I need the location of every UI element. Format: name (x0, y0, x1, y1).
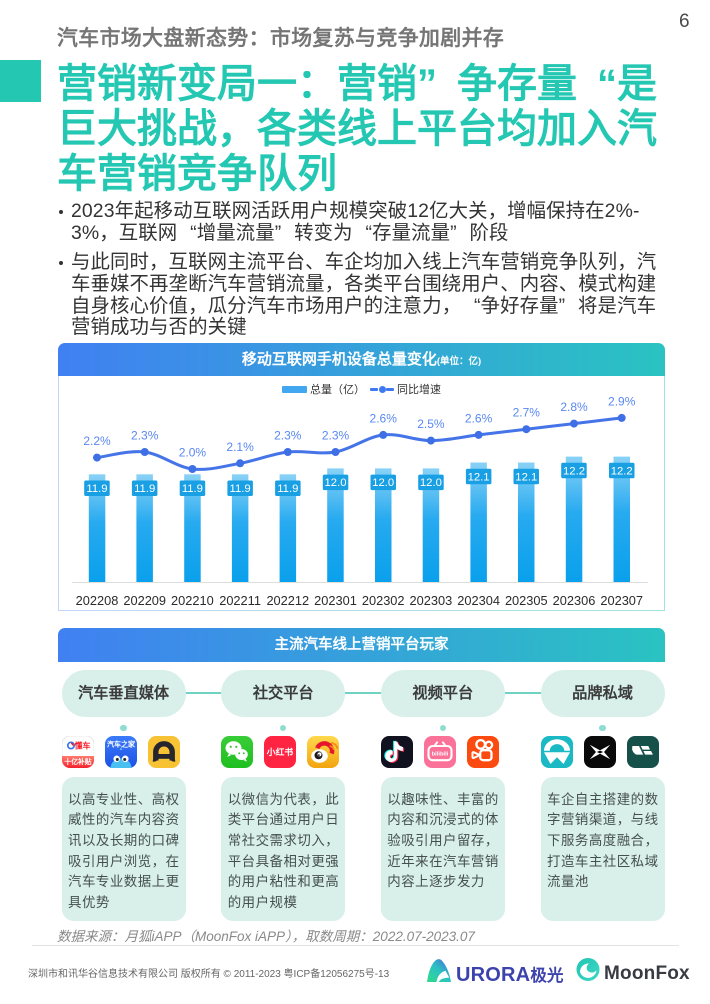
svg-text:202306: 202306 (553, 593, 596, 608)
svg-text:2.7%: 2.7% (513, 406, 541, 420)
svg-text:2.6%: 2.6% (370, 411, 398, 425)
svg-text:11.9: 11.9 (277, 483, 298, 495)
svg-text:202211: 202211 (219, 593, 261, 608)
svg-text:202302: 202302 (362, 593, 405, 608)
svg-text:202208: 202208 (76, 593, 119, 608)
svg-text:12.0: 12.0 (372, 477, 394, 489)
svg-text:12.2: 12.2 (563, 465, 585, 477)
svg-text:12.1: 12.1 (515, 471, 537, 483)
svg-text:202212: 202212 (266, 593, 309, 608)
svg-text:2.2%: 2.2% (83, 434, 111, 448)
svg-text:11.9: 11.9 (230, 483, 251, 495)
svg-text:2.1%: 2.1% (226, 440, 254, 454)
svg-text:202303: 202303 (410, 593, 453, 608)
svg-text:12.1: 12.1 (468, 471, 490, 483)
svg-text:2.3%: 2.3% (131, 429, 159, 443)
svg-text:2.9%: 2.9% (608, 394, 636, 408)
svg-text:202307: 202307 (600, 593, 643, 608)
svg-text:202210: 202210 (171, 593, 214, 608)
svg-text:12.2: 12.2 (611, 465, 633, 477)
svg-text:汽车之家: 汽车之家 (107, 740, 136, 749)
svg-text:11.9: 11.9 (182, 483, 203, 495)
svg-text:十亿补贴: 十亿补贴 (64, 757, 91, 766)
svg-text:小红书: 小红书 (267, 746, 294, 757)
svg-text:2.3%: 2.3% (274, 429, 302, 443)
svg-text:12.0: 12.0 (420, 477, 442, 489)
svg-text:11.9: 11.9 (86, 483, 107, 495)
svg-text:2.3%: 2.3% (322, 429, 350, 443)
svg-text:202301: 202301 (314, 593, 357, 608)
svg-text:2.6%: 2.6% (465, 411, 493, 425)
svg-text:202305: 202305 (505, 593, 548, 608)
svg-text:2.5%: 2.5% (417, 417, 445, 431)
svg-text:懂车: 懂车 (73, 741, 90, 751)
svg-text:bilibili: bilibili (431, 752, 448, 758)
svg-text:2.8%: 2.8% (560, 400, 588, 414)
svg-text:12.0: 12.0 (325, 477, 347, 489)
svg-text:11.9: 11.9 (134, 483, 155, 495)
svg-text:202304: 202304 (457, 593, 500, 608)
svg-text:202209: 202209 (123, 593, 166, 608)
svg-text:2.0%: 2.0% (179, 446, 207, 460)
